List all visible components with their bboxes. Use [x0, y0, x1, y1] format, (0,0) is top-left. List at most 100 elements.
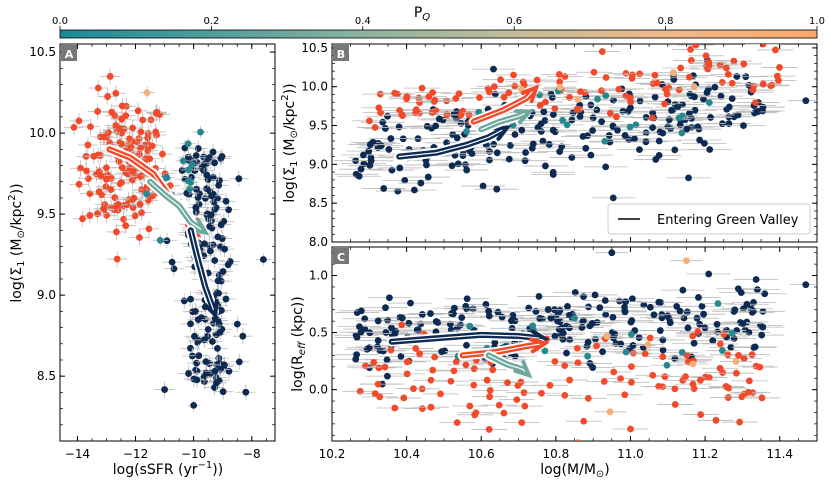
data-point — [396, 164, 404, 172]
data-point — [106, 73, 114, 80]
data-point — [745, 377, 753, 385]
data-point — [377, 109, 384, 117]
data-point — [371, 124, 379, 131]
data-point — [458, 314, 466, 322]
data-point — [664, 312, 672, 320]
data-point — [211, 257, 219, 264]
data-point — [412, 345, 420, 352]
data-point — [126, 135, 133, 143]
data-point — [716, 61, 724, 69]
data-point — [700, 310, 708, 318]
data-point — [138, 209, 145, 217]
data-point — [403, 370, 411, 378]
data-point — [453, 134, 461, 142]
data-point — [773, 72, 781, 80]
panel-c-points — [333, 249, 817, 441]
data-point — [661, 373, 669, 381]
data-point — [617, 375, 624, 383]
data-point — [691, 106, 699, 114]
data-point — [714, 300, 722, 307]
panel-a-frame — [59, 43, 276, 442]
data-point — [675, 86, 683, 94]
data-point — [622, 348, 630, 356]
data-point — [384, 112, 391, 120]
data-point — [606, 138, 614, 146]
data-point — [676, 121, 684, 129]
data-point — [549, 126, 557, 134]
data-point — [561, 362, 569, 370]
data-point — [362, 362, 369, 370]
data-point — [756, 363, 764, 371]
data-point — [748, 351, 756, 359]
data-point — [356, 387, 364, 395]
y-tick-label: 10.0 — [301, 80, 328, 94]
data-point — [678, 348, 686, 356]
data-point — [614, 126, 621, 134]
data-point — [690, 83, 698, 90]
track-core — [480, 112, 527, 130]
data-point — [374, 337, 382, 344]
data-point — [122, 222, 130, 230]
data-point — [134, 107, 142, 115]
data-point — [547, 314, 555, 322]
data-point — [584, 352, 592, 360]
data-point — [685, 174, 692, 182]
data-point — [546, 381, 554, 389]
data-point — [211, 205, 219, 213]
data-point — [405, 319, 413, 327]
data-point — [585, 303, 592, 311]
data-point — [649, 371, 657, 379]
data-point — [418, 311, 426, 318]
legend: Entering Green Valley — [607, 203, 811, 235]
data-point — [802, 281, 810, 289]
data-point — [702, 52, 710, 60]
data-point — [591, 291, 599, 299]
data-point — [642, 114, 650, 121]
x-tick-label: −8 — [243, 447, 261, 461]
track-arrowhead — [189, 218, 210, 236]
data-point — [490, 83, 498, 91]
data-point — [568, 154, 576, 161]
data-point — [219, 268, 227, 275]
data-point — [107, 186, 115, 193]
data-point — [758, 331, 766, 339]
panel-c-badge — [333, 248, 349, 264]
data-point — [398, 321, 406, 329]
data-point — [215, 181, 223, 189]
y-tick-label: 8.5 — [309, 196, 328, 210]
data-point — [120, 215, 128, 223]
data-point — [671, 401, 679, 408]
data-point — [450, 367, 458, 375]
data-point — [725, 103, 733, 111]
data-point — [457, 321, 464, 329]
y-tick-label: 9.5 — [37, 207, 56, 221]
data-point — [728, 79, 736, 87]
data-point — [649, 124, 656, 131]
data-point — [679, 286, 687, 294]
track-arrowhead — [520, 84, 540, 104]
data-point — [398, 314, 406, 322]
data-point — [641, 350, 649, 358]
data-point — [75, 180, 83, 188]
panel-b-ticks: 8.0 8.5 9.0 9.5 10.0 10.5 — [301, 41, 817, 249]
data-point — [609, 313, 617, 321]
data-point — [636, 70, 644, 78]
colorbar: PQ 0.0 0.2 0.4 0.6 0.8 1.0 — [52, 5, 825, 39]
data-point — [75, 117, 83, 125]
data-point — [203, 369, 210, 377]
data-point — [542, 98, 549, 106]
data-point — [740, 122, 747, 130]
data-point — [737, 289, 745, 297]
data-point — [663, 90, 671, 98]
data-point — [665, 116, 673, 124]
data-point — [111, 194, 119, 201]
data-point — [387, 135, 395, 142]
data-point — [733, 369, 740, 377]
data-point — [631, 135, 638, 143]
panel-c-tracks — [386, 329, 550, 379]
data-point — [772, 46, 779, 54]
data-point — [694, 123, 702, 131]
data-point — [646, 334, 654, 342]
data-point — [375, 364, 383, 372]
data-point — [617, 340, 625, 348]
